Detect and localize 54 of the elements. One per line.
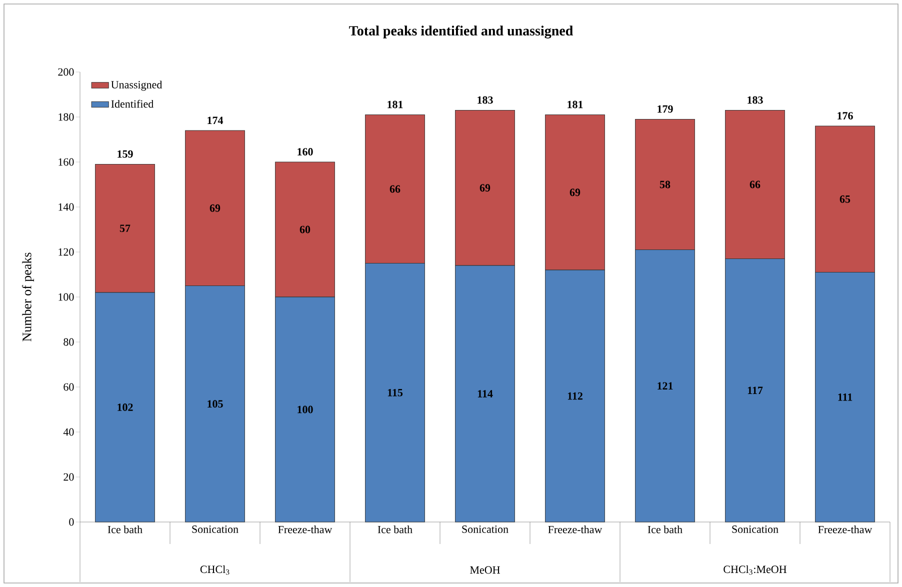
text: MeOH: [470, 566, 500, 574]
data-label: 100: [298, 406, 313, 414]
data-label: 121: [658, 382, 673, 390]
x-tick-label: Ice bath: [378, 526, 412, 534]
total-label: 181: [568, 100, 583, 108]
data-label: 60: [300, 226, 310, 234]
total-label: 160: [298, 148, 313, 156]
x-tick-label: Freeze-thaw: [548, 526, 602, 534]
text: CHCl$_{3}$: [200, 565, 230, 575]
x-tick-label: Sonication: [732, 526, 778, 533]
total-label: 181: [388, 100, 403, 108]
y-tick-label: 160: [58, 158, 74, 166]
y-tick-label: 20: [64, 473, 74, 481]
legend-label: Unassigned: [111, 80, 162, 91]
total-label: 183: [748, 96, 763, 104]
data-label: 69: [570, 188, 580, 196]
total-label: 159: [118, 150, 133, 158]
data-label: 117: [748, 386, 763, 394]
y-tick-label: 80: [64, 338, 74, 346]
data-label: 115: [388, 388, 403, 396]
y-tick-label: 100: [58, 293, 74, 301]
data-label: 102: [118, 404, 133, 411]
data-label: 66: [750, 180, 760, 188]
x-tick-label: Sonication: [192, 526, 238, 533]
total-label: 179: [658, 105, 673, 113]
data-label: 111: [838, 393, 852, 401]
x-tick-label: Ice bath: [648, 526, 682, 534]
total-label: 174: [208, 116, 224, 124]
x-tick-label: Freeze-thaw: [278, 526, 332, 534]
x-tick-label: Ice bath: [108, 526, 142, 534]
y-tick-label: 60: [64, 383, 74, 391]
data-label: 105: [208, 400, 223, 408]
data-label: 58: [660, 180, 670, 188]
data-label: 69: [210, 204, 220, 212]
y-tick-label: 200: [58, 68, 74, 76]
y-tick-label: 120: [58, 248, 74, 256]
x-tick-label: Freeze-thaw: [818, 526, 872, 534]
y-tick-label: 180: [58, 113, 74, 121]
chart-title: Total peaks identified and unassigned: [349, 26, 574, 38]
y-axis-title: Number of peaks: [22, 252, 34, 342]
total-label: 176: [838, 112, 853, 120]
y-tick-label: 140: [58, 203, 74, 211]
data-label: 69: [480, 184, 490, 192]
data-label: 65: [840, 195, 850, 203]
data-label: 57: [120, 224, 130, 232]
data-label: 112: [568, 392, 582, 400]
legend-label: Identified: [111, 100, 154, 108]
data-label: 66: [390, 185, 400, 193]
total-label: 183: [478, 96, 493, 104]
y-tick-label: 0: [69, 518, 74, 526]
text: CHCl$_{3}$:MeOH: [724, 565, 786, 575]
x-tick-label: Sonication: [462, 526, 508, 533]
data-label: 114: [478, 390, 493, 398]
y-tick-label: 40: [63, 428, 74, 436]
